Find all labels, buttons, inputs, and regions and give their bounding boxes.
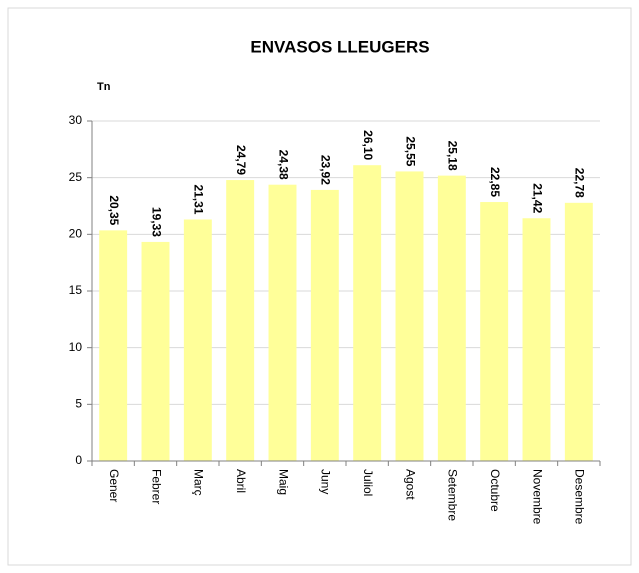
value-label: 21,42 <box>530 183 544 213</box>
bar <box>268 184 297 461</box>
bar <box>522 218 551 461</box>
value-label: 19,33 <box>149 207 163 237</box>
x-tick-label: Maig <box>276 469 290 495</box>
value-label: 24,38 <box>276 150 290 180</box>
x-tick-label: Gener <box>107 469 121 502</box>
bar <box>395 171 424 461</box>
bar <box>99 230 128 461</box>
y-tick-label: 10 <box>69 340 83 354</box>
y-axis-label: Tn <box>97 81 111 93</box>
bar <box>310 189 339 461</box>
bar <box>226 180 255 461</box>
bar <box>141 241 170 461</box>
y-tick-label: 20 <box>69 227 83 241</box>
bar <box>480 202 509 462</box>
bar <box>564 202 593 461</box>
chart-title: ENVASOS LLEUGERS <box>250 37 429 56</box>
value-label: 22,85 <box>488 167 502 197</box>
x-tick-label: Setembre <box>446 469 460 521</box>
value-label: 20,35 <box>107 195 121 225</box>
y-tick-label: 5 <box>75 397 82 411</box>
x-tick-label: Octubre <box>488 469 502 512</box>
y-tick-label: 15 <box>69 283 83 297</box>
y-tick-label: 0 <box>75 453 82 467</box>
value-label: 22,78 <box>573 168 587 198</box>
x-tick-label: Juliol <box>361 469 375 496</box>
bar <box>183 219 212 461</box>
bar <box>353 165 382 461</box>
x-tick-label: Febrer <box>149 469 163 504</box>
value-label: 25,18 <box>446 141 460 171</box>
x-tick-label: Desembre <box>573 469 587 525</box>
value-label: 26,10 <box>361 130 375 160</box>
x-tick-label: Agost <box>403 469 417 500</box>
x-tick-label: Abril <box>234 469 248 493</box>
value-label: 25,55 <box>403 136 417 166</box>
y-tick-label: 30 <box>69 113 83 127</box>
x-tick-label: Novembre <box>530 469 544 525</box>
value-label: 21,31 <box>192 184 206 214</box>
value-label: 24,79 <box>234 145 248 175</box>
value-label: 23,92 <box>319 155 333 185</box>
bar <box>437 175 466 462</box>
x-tick-label: Juny <box>319 469 333 494</box>
y-tick-label: 25 <box>69 170 83 184</box>
x-tick-label: Març <box>192 469 206 496</box>
